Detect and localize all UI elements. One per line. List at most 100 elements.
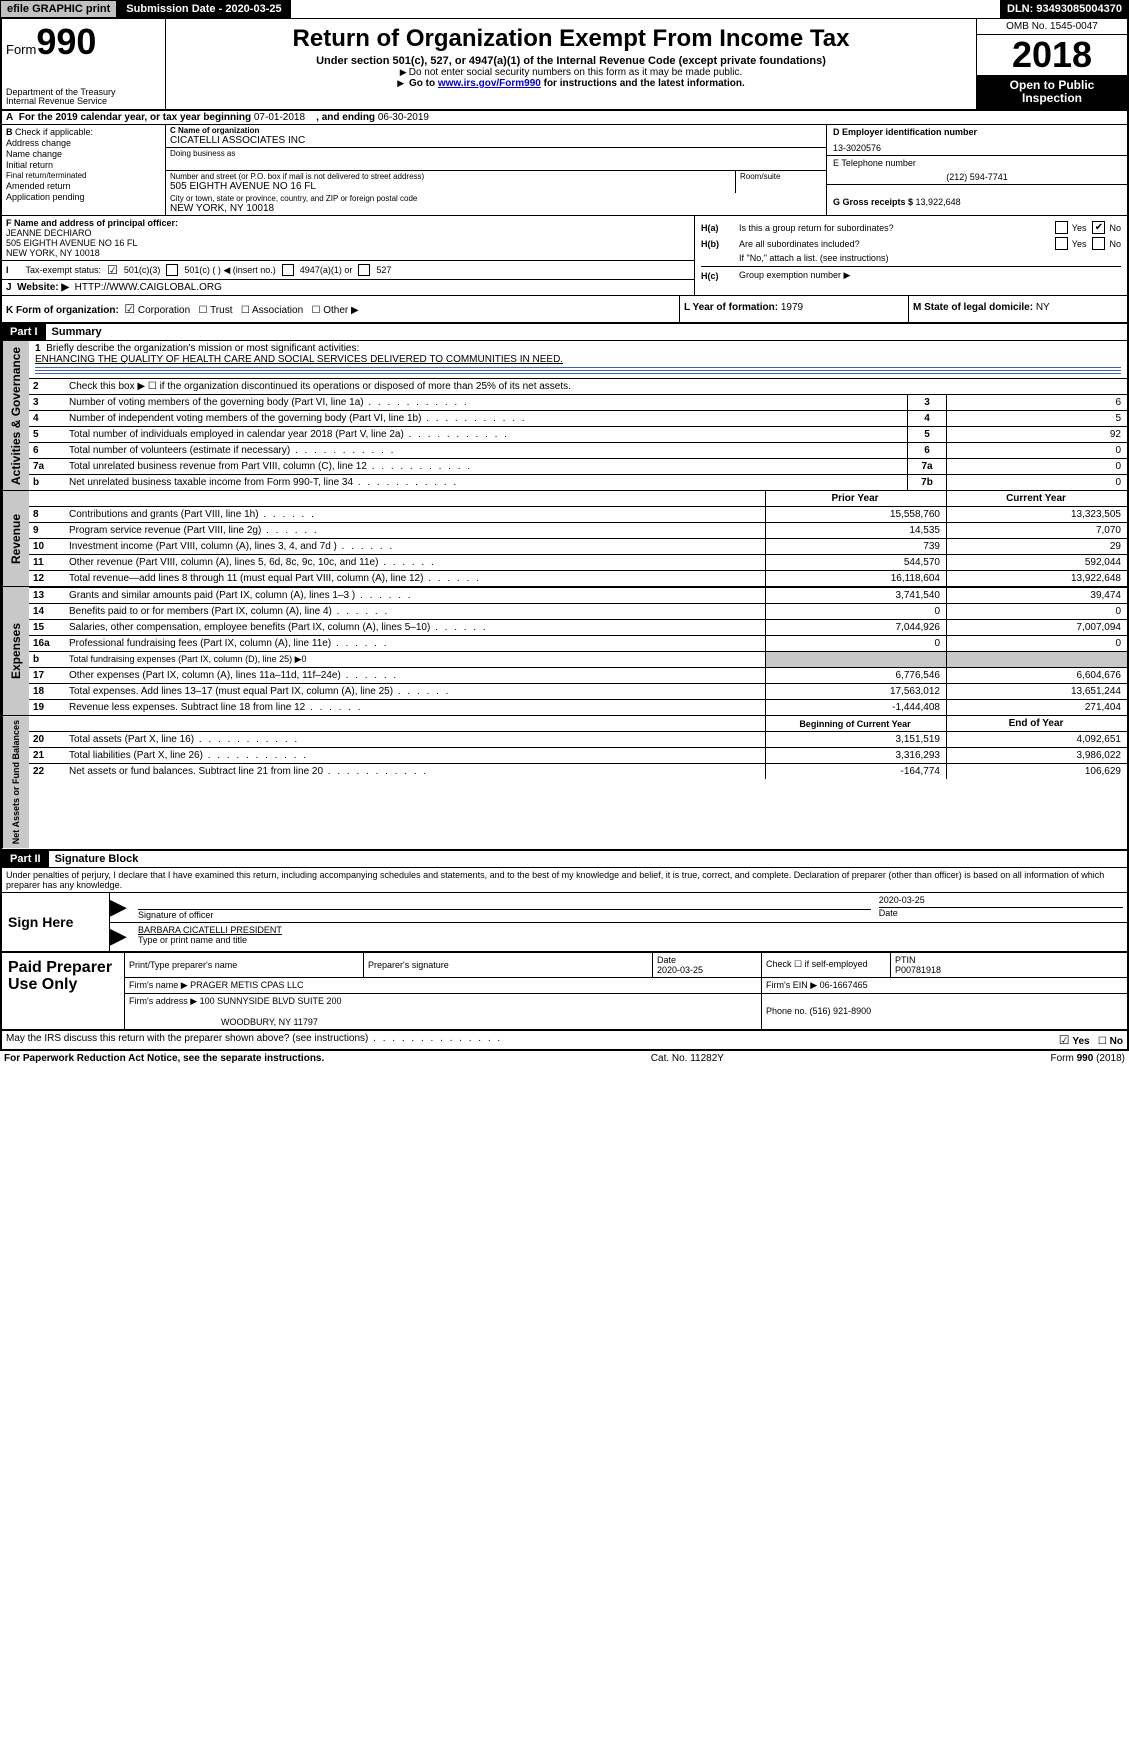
checkbox[interactable]: [282, 264, 294, 276]
pt-sig-lbl: Preparer's signature: [368, 960, 449, 970]
discuss-no: No: [1110, 1036, 1123, 1047]
header-center: Return of Organization Exempt From Incom…: [166, 19, 976, 109]
ptin-lbl: PTIN: [895, 955, 916, 965]
table-row: 20 Total assets (Part X, line 16) 3,151,…: [29, 732, 1127, 748]
eoy-hdr: End of Year: [947, 716, 1128, 731]
submission-label: Submission Date -: [126, 3, 225, 15]
line-1: 1 Briefly describe the organization's mi…: [29, 341, 1127, 378]
discuss-row: May the IRS discuss this return with the…: [0, 1031, 1129, 1051]
table-row: 5 Total number of individuals employed i…: [29, 427, 1127, 443]
preparer-table: Print/Type preparer's name Preparer's si…: [125, 953, 1127, 1029]
hb-lbl: H(b): [701, 239, 733, 249]
sig-date: 2020-03-25: [879, 895, 1123, 905]
checkbox-yes[interactable]: [1055, 237, 1068, 250]
yes-lbl: Yes: [1072, 223, 1087, 233]
gov-table: 2Check this box ▶ ☐ if the organization …: [29, 378, 1127, 394]
tab-expenses: Expenses: [2, 587, 29, 715]
prior-year-hdr: Prior Year: [766, 491, 947, 506]
chk-label: Final return/terminated: [6, 171, 86, 180]
date-lbl: Date: [879, 908, 898, 918]
checkbox-yes[interactable]: [1055, 221, 1068, 234]
dept1: Department of the Treasury: [6, 87, 116, 97]
firm-addr-lbl: Firm's address ▶: [129, 996, 200, 1006]
mission-text: ENHANCING THE QUALITY OF HEALTH CARE AND…: [35, 354, 563, 365]
table-row: 19 Revenue less expenses. Subtract line …: [29, 700, 1127, 716]
form-ref: Form 990 (2018): [1051, 1053, 1125, 1064]
chk-name-change: Name change: [6, 149, 161, 159]
table-row: 8 Contributions and grants (Part VIII, l…: [29, 507, 1127, 523]
website: HTTP://WWW.CAIGLOBAL.ORG: [75, 282, 222, 293]
arrow-icon: ▶: [110, 923, 134, 951]
table-row: 21 Total liabilities (Part X, line 26) 3…: [29, 748, 1127, 764]
k-opt-0: Corporation: [138, 305, 190, 316]
table-row: 22 Net assets or fund balances. Subtract…: [29, 764, 1127, 780]
sub3-pre: Go to: [409, 78, 438, 89]
check-icon: ☑: [124, 302, 135, 316]
section-l: L Year of formation: 1979: [679, 296, 908, 322]
f-lbl: F Name and address of principal officer:: [6, 218, 178, 228]
part-i-title: Summary: [46, 324, 108, 340]
phone: (516) 921-8900: [810, 1006, 872, 1016]
section-h: H(a) Is this a group return for subordin…: [695, 216, 1127, 295]
subtitle-1: Under section 501(c), 527, or 4947(a)(1)…: [170, 55, 972, 67]
dln-label: DLN:: [1007, 3, 1036, 15]
arrow-icon: ▶: [110, 893, 134, 922]
chk-label: Initial return: [6, 160, 53, 170]
part-i-label: Part I: [2, 324, 46, 340]
form-no: 990: [36, 21, 96, 62]
current-year-hdr: Current Year: [947, 491, 1128, 506]
section-f: F Name and address of principal officer:…: [2, 216, 694, 260]
dba-lbl: Doing business as: [170, 149, 822, 158]
na-section: Net Assets or Fund Balances Beginning of…: [0, 716, 1129, 850]
row-a-begin: 07-01-2018: [254, 112, 305, 123]
checkbox-no[interactable]: ✔: [1092, 221, 1105, 234]
form990-link[interactable]: www.irs.gov/Form990: [438, 78, 541, 89]
ein: 13-3020576: [833, 137, 1121, 153]
k-lbl: K Form of organization:: [6, 305, 119, 316]
pt-date: 2020-03-25: [657, 965, 703, 975]
boy-hdr: Beginning of Current Year: [766, 716, 947, 731]
ha-text: Is this a group return for subordinates?: [739, 223, 1049, 233]
part-ii-title: Signature Block: [49, 851, 145, 867]
ein-lbl: D Employer identification number: [833, 127, 977, 137]
dln: DLN: 93493085004370: [1000, 0, 1129, 18]
form-number: Form990: [6, 21, 161, 63]
chk-address-change: Address change: [6, 138, 161, 148]
firm-name-lbl: Firm's name ▶: [129, 980, 190, 990]
form-title: Return of Organization Exempt From Incom…: [170, 25, 972, 53]
city-lbl: City or town, state or province, country…: [170, 194, 822, 203]
f-name: JEANNE DECHIARO: [6, 228, 92, 238]
firm-addr2: WOODBURY, NY 11797: [129, 1017, 318, 1027]
table-row: 14 Benefits paid to or for members (Part…: [29, 604, 1127, 620]
klm-row: K Form of organization: ☑ Corporation ☐ …: [0, 296, 1129, 324]
table-row: 13 Grants and similar amounts paid (Part…: [29, 588, 1127, 604]
gross-lbl: G Gross receipts $: [833, 197, 916, 207]
table-row: 12 Total revenue—add lines 8 through 11 …: [29, 571, 1127, 587]
pt-check-lbl: Check ☐ if self-employed: [766, 959, 868, 969]
table-row: 10 Investment income (Part VIII, column …: [29, 539, 1127, 555]
exp-lines-table: 13 Grants and similar amounts paid (Part…: [29, 587, 1127, 715]
discuss-text: May the IRS discuss this return with the…: [6, 1033, 502, 1044]
sig-officer-lbl: Signature of officer: [138, 910, 213, 920]
header-left: Form990 Department of the Treasury Inter…: [2, 19, 166, 109]
k-opt-1: Trust: [210, 305, 232, 316]
table-row: 7a Total unrelated business revenue from…: [29, 459, 1127, 475]
state-domicile: NY: [1036, 302, 1050, 313]
na-lines-table: 20 Total assets (Part X, line 16) 3,151,…: [29, 731, 1127, 779]
cat-no: Cat. No. 11282Y: [651, 1053, 724, 1064]
checkbox[interactable]: [358, 264, 370, 276]
submission-date: Submission Date - 2020-03-25: [117, 0, 290, 18]
na-header-table: Beginning of Current Year End of Year: [29, 716, 1127, 731]
pt-date-lbl: Date: [657, 955, 676, 965]
chk-initial-return: Initial return: [6, 160, 161, 170]
section-c: C Name of organization CICATELLI ASSOCIA…: [166, 125, 826, 215]
part-i-header: Part I Summary: [0, 324, 1129, 341]
checkbox-no[interactable]: [1092, 237, 1105, 250]
part-ii-label: Part II: [2, 851, 49, 867]
chk-final-return: Final return/terminated: [6, 171, 161, 180]
type-name-lbl: Type or print name and title: [138, 935, 247, 945]
form-prefix: Form: [6, 42, 36, 57]
checkbox[interactable]: [166, 264, 178, 276]
gross-receipts: 13,922,648: [916, 197, 961, 207]
i-opt-0: 501(c)(3): [124, 265, 161, 275]
